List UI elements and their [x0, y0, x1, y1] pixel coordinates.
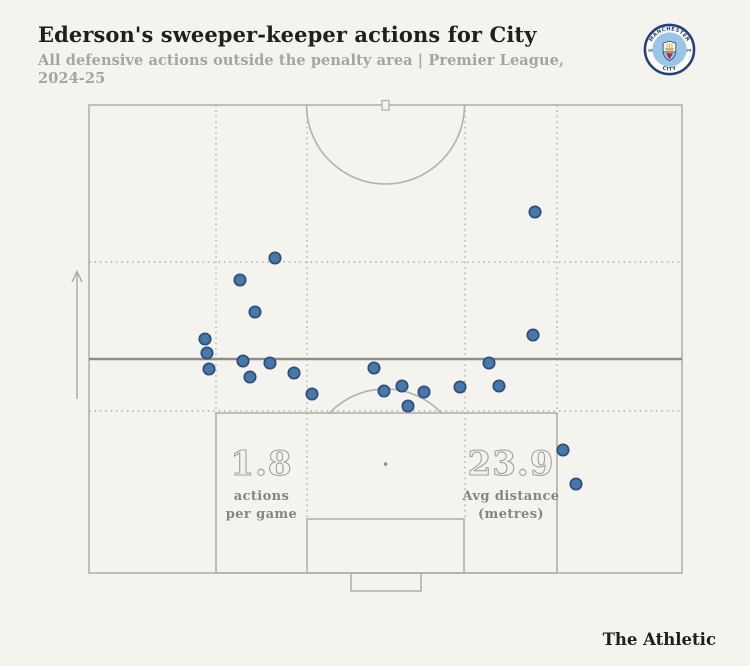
- stat-actions-label-1: actions: [234, 489, 290, 504]
- action-dot: [395, 379, 409, 393]
- page-title: Ederson's sweeper-keeper actions for Cit…: [38, 22, 537, 47]
- action-dot: [401, 399, 415, 413]
- center-mark: [381, 99, 390, 111]
- action-dot: [367, 361, 381, 375]
- stat-avg-distance: 23.9 Avg distance (metres): [462, 443, 560, 522]
- action-dot: [243, 370, 257, 384]
- crest-shield: [663, 41, 676, 61]
- stat-actions-per-game: 1.8 actions per game: [226, 443, 297, 522]
- center-circle: [305, 104, 466, 185]
- crest-ship-icon: [664, 48, 675, 51]
- direction-arrow: [71, 269, 83, 399]
- action-dot: [202, 362, 216, 376]
- gridlines: [89, 105, 682, 573]
- action-dot: [453, 380, 467, 394]
- crest-text-bottom: CITY: [662, 66, 678, 73]
- action-dot: [200, 346, 214, 360]
- stat-actions-label-2: per game: [226, 507, 297, 522]
- action-dot: [417, 385, 431, 399]
- action-dot: [492, 379, 506, 393]
- action-dot: [556, 443, 570, 457]
- stat-distance-label-2: (metres): [478, 507, 544, 522]
- action-dot: [482, 356, 496, 370]
- six-yard-box: [306, 518, 465, 574]
- stat-distance-value: 23.9: [468, 444, 555, 484]
- brand-wordmark: The Athletic: [602, 630, 716, 649]
- action-dot: [198, 332, 212, 346]
- action-dot: [263, 356, 277, 370]
- stat-distance-label-1: Avg distance: [462, 489, 560, 504]
- pitch-outline: [88, 104, 683, 574]
- action-dot: [528, 205, 542, 219]
- crest-num-right: 94: [686, 48, 691, 52]
- action-dot: [268, 251, 282, 265]
- action-dot: [377, 384, 391, 398]
- action-dot: [233, 273, 247, 287]
- action-dot: [305, 387, 319, 401]
- crest-num-left: 18: [648, 48, 653, 52]
- stat-actions-value: 1.8: [230, 444, 292, 484]
- action-dots: [198, 205, 583, 491]
- manchester-city-badge-icon: MANCHESTER CITY 18 94: [643, 23, 696, 76]
- goal: [350, 572, 422, 592]
- crest-rose-icon: [665, 53, 674, 60]
- action-dot: [248, 305, 262, 319]
- crest-shield-outline: [662, 40, 677, 62]
- penalty-spot: [383, 462, 388, 466]
- action-dot: [236, 354, 250, 368]
- action-dot: [569, 477, 583, 491]
- page-subtitle: All defensive actions outside the penalt…: [38, 52, 565, 87]
- header: Ederson's sweeper-keeper actions for Cit…: [38, 22, 598, 87]
- action-dot: [287, 366, 301, 380]
- action-dot: [526, 328, 540, 342]
